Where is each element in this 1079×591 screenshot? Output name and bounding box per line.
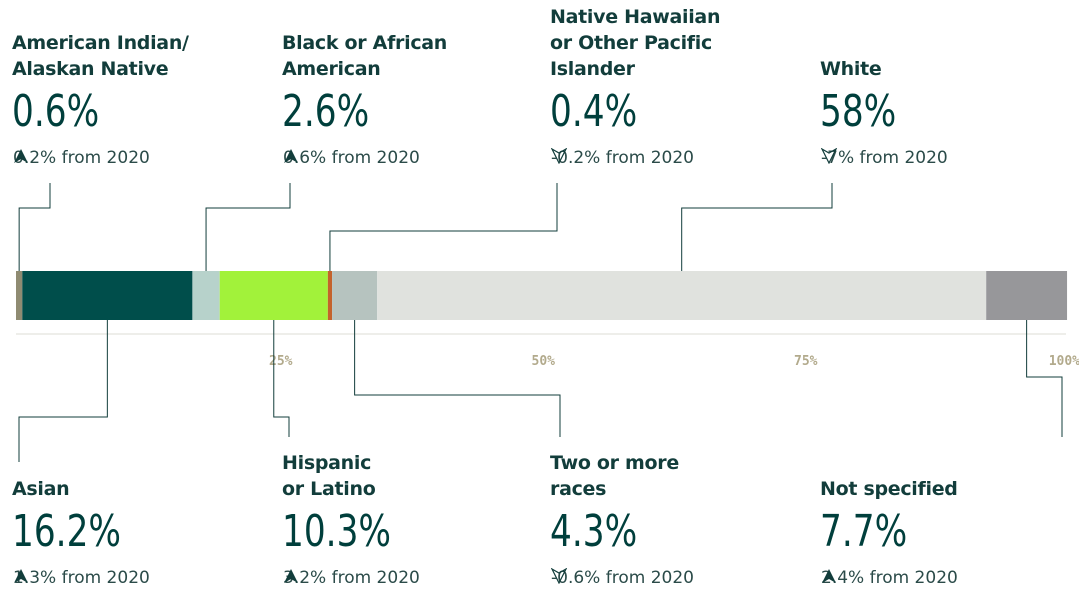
bar-segment bbox=[986, 271, 1068, 320]
arrow-down-icon bbox=[551, 148, 567, 164]
arrow-up-icon bbox=[822, 569, 836, 583]
arrow-up-icon bbox=[284, 569, 298, 583]
change-note: 1.3% from 2020 bbox=[13, 568, 150, 588]
category-label: Not specified bbox=[820, 478, 958, 500]
change-text: 3.2% from 2020 bbox=[283, 568, 420, 588]
x-tick-label: 25% bbox=[269, 354, 293, 369]
value-label: 0.6% bbox=[12, 86, 100, 137]
value-label: 58% bbox=[820, 86, 897, 137]
category-label: White bbox=[820, 58, 882, 80]
change-note: 2.4% from 2020 bbox=[821, 568, 958, 588]
bar-segment bbox=[377, 271, 987, 320]
arrow-up-icon bbox=[14, 149, 28, 163]
value-label: 4.3% bbox=[550, 506, 638, 557]
category-label: American Indian/ Alaskan Native bbox=[12, 32, 189, 80]
change-note: -0.2% from 2020 bbox=[551, 148, 694, 168]
change-text: -7% from 2020 bbox=[821, 148, 948, 168]
bar-segment bbox=[16, 271, 23, 320]
bar-segment bbox=[332, 271, 378, 320]
x-tick-label: 75% bbox=[794, 354, 818, 369]
category-label: Hispanic or Latino bbox=[282, 452, 376, 500]
arrow-down-icon bbox=[551, 568, 567, 584]
change-note: -0.6% from 2020 bbox=[551, 568, 694, 588]
value-label: 0.4% bbox=[550, 86, 638, 137]
leader-line bbox=[681, 183, 833, 271]
value-label: 2.6% bbox=[282, 86, 370, 137]
leader-line bbox=[1026, 320, 1063, 437]
change-text: 0.2% from 2020 bbox=[13, 148, 150, 168]
change-text: -0.2% from 2020 bbox=[551, 148, 694, 168]
change-note: 3.2% from 2020 bbox=[283, 568, 420, 588]
leader-line bbox=[354, 320, 561, 437]
change-text: 1.3% from 2020 bbox=[13, 568, 150, 588]
leader-line bbox=[329, 183, 558, 271]
change-note: -7% from 2020 bbox=[821, 148, 948, 168]
bar-segment bbox=[192, 271, 220, 320]
change-note: 0.2% from 2020 bbox=[13, 148, 150, 168]
arrow-down-icon bbox=[821, 148, 837, 164]
value-label: 16.2% bbox=[12, 506, 122, 557]
leader-line bbox=[18, 320, 108, 462]
leader-line bbox=[273, 320, 290, 437]
category-label: Asian bbox=[12, 478, 70, 500]
change-text: -0.6% from 2020 bbox=[551, 568, 694, 588]
leader-line bbox=[18, 183, 51, 271]
arrow-up-icon bbox=[284, 149, 298, 163]
change-text: 0.6% from 2020 bbox=[283, 148, 420, 168]
category-label: Two or more races bbox=[550, 452, 679, 500]
value-label: 10.3% bbox=[282, 506, 392, 557]
arrow-up-icon bbox=[14, 569, 28, 583]
category-label: Black or African American bbox=[282, 32, 448, 80]
value-label: 7.7% bbox=[820, 506, 908, 557]
bar-segment bbox=[327, 271, 333, 320]
x-tick-label: 100% bbox=[1049, 354, 1079, 369]
change-text: 2.4% from 2020 bbox=[821, 568, 958, 588]
leader-line bbox=[205, 183, 291, 271]
bar-segment bbox=[219, 271, 328, 320]
category-label: Native Hawaiian or Other Pacific Islande… bbox=[550, 6, 721, 80]
change-note: 0.6% from 2020 bbox=[283, 148, 420, 168]
x-tick-label: 50% bbox=[532, 354, 556, 369]
bar-segment bbox=[22, 271, 193, 320]
